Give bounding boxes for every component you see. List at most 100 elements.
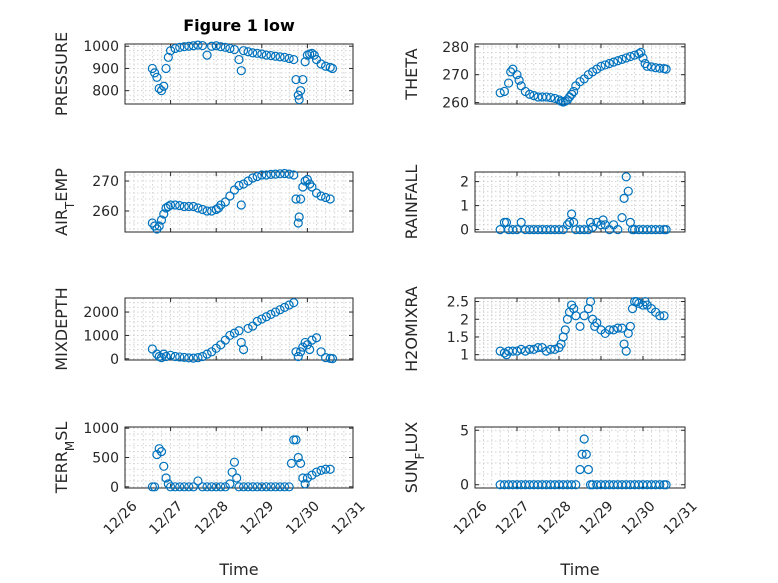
data-point	[520, 346, 531, 356]
data-point	[243, 47, 253, 57]
data-point	[184, 201, 194, 212]
data-point	[579, 311, 589, 321]
panel-air: 260 270 AIRTEMP	[52, 168, 354, 236]
data-point	[216, 340, 226, 350]
data-point	[220, 482, 230, 492]
data-point	[617, 323, 627, 333]
x-tick-label: 12/27	[146, 498, 186, 538]
data-point	[193, 476, 203, 486]
data-point	[545, 92, 556, 103]
x-axis-label: Time	[559, 560, 599, 579]
x-tick-label: 12/26	[101, 498, 141, 538]
data-point	[293, 218, 303, 228]
data-point	[294, 94, 304, 105]
data-point	[569, 86, 579, 97]
data-point	[175, 352, 185, 362]
data-point	[302, 340, 312, 350]
y-tick-label: 900	[92, 61, 119, 77]
data-point	[661, 64, 671, 74]
data-point	[225, 191, 235, 201]
data-point	[184, 353, 194, 363]
data-point	[289, 54, 299, 65]
data-point	[316, 59, 326, 69]
data-point	[156, 447, 167, 457]
data-point	[159, 349, 169, 359]
data-point	[302, 473, 312, 483]
data-point	[175, 42, 185, 52]
data-point	[499, 348, 509, 358]
y-axis-label: H2OMIXRA	[402, 286, 421, 372]
data-point	[550, 344, 560, 354]
panel-sun: 0 5 12/26 12/27 12/28 12/29 12/30 12/31 SUNFLUX T…	[402, 422, 701, 579]
data-point	[581, 449, 591, 459]
data-point	[252, 48, 262, 58]
data-point	[560, 325, 570, 335]
y-tick-label: 1	[460, 199, 469, 215]
data-point	[286, 458, 297, 468]
data-point	[311, 333, 322, 343]
data-point	[280, 302, 290, 312]
data-point	[266, 482, 276, 492]
data-point	[197, 351, 208, 362]
y-tick-label: 2000	[83, 305, 119, 321]
data-point	[188, 41, 198, 51]
data-point	[261, 50, 271, 60]
data-point	[220, 335, 230, 345]
data-point	[225, 330, 235, 341]
data-point	[257, 170, 267, 180]
data-point	[545, 344, 556, 354]
y-tick-label: 260	[92, 204, 119, 220]
y-axis-label: TERRMSL	[52, 422, 77, 495]
data-point	[598, 215, 608, 225]
data-point	[179, 42, 189, 52]
data-point	[575, 321, 585, 331]
data-point	[147, 482, 157, 492]
data-point	[220, 197, 230, 207]
data-point	[216, 200, 226, 210]
data-point	[571, 480, 581, 490]
data-point	[307, 470, 317, 480]
data-point	[179, 201, 189, 212]
data-point	[225, 479, 235, 489]
data-point	[152, 72, 162, 82]
data-point	[207, 482, 217, 492]
data-point	[321, 464, 331, 474]
data-point	[300, 57, 310, 67]
data-point	[512, 70, 522, 80]
data-point	[295, 347, 306, 357]
data-point	[252, 482, 262, 492]
data-point	[300, 176, 310, 186]
data-point	[248, 482, 258, 492]
data-point	[170, 482, 180, 492]
data-point	[193, 203, 203, 213]
data-point	[193, 40, 203, 50]
data-point	[613, 225, 623, 235]
data-point	[243, 323, 253, 334]
data-point	[524, 89, 535, 99]
data-point	[284, 482, 294, 492]
data-point	[257, 482, 267, 492]
data-point	[562, 220, 573, 230]
data-point	[170, 351, 180, 362]
y-axis-label: SUNFLUX	[402, 422, 427, 494]
data-point	[197, 204, 208, 215]
data-point	[300, 479, 310, 489]
axes-frame	[124, 43, 354, 105]
data-point	[295, 458, 306, 468]
data-point	[289, 170, 299, 180]
data-point	[638, 53, 648, 63]
data-point	[213, 203, 224, 213]
data-point	[175, 201, 185, 211]
x-tick-label: 12/31	[329, 498, 369, 538]
data-point	[307, 182, 317, 192]
data-point	[655, 311, 665, 321]
data-point	[516, 217, 526, 227]
data-point	[625, 321, 636, 331]
data-point	[325, 464, 335, 474]
data-point	[284, 169, 294, 179]
y-axis-label: MIXDEPTH	[52, 287, 71, 370]
y-tick-label: 500	[92, 451, 119, 467]
data-point	[294, 212, 304, 222]
data-point	[166, 482, 176, 492]
data-point	[150, 221, 160, 231]
